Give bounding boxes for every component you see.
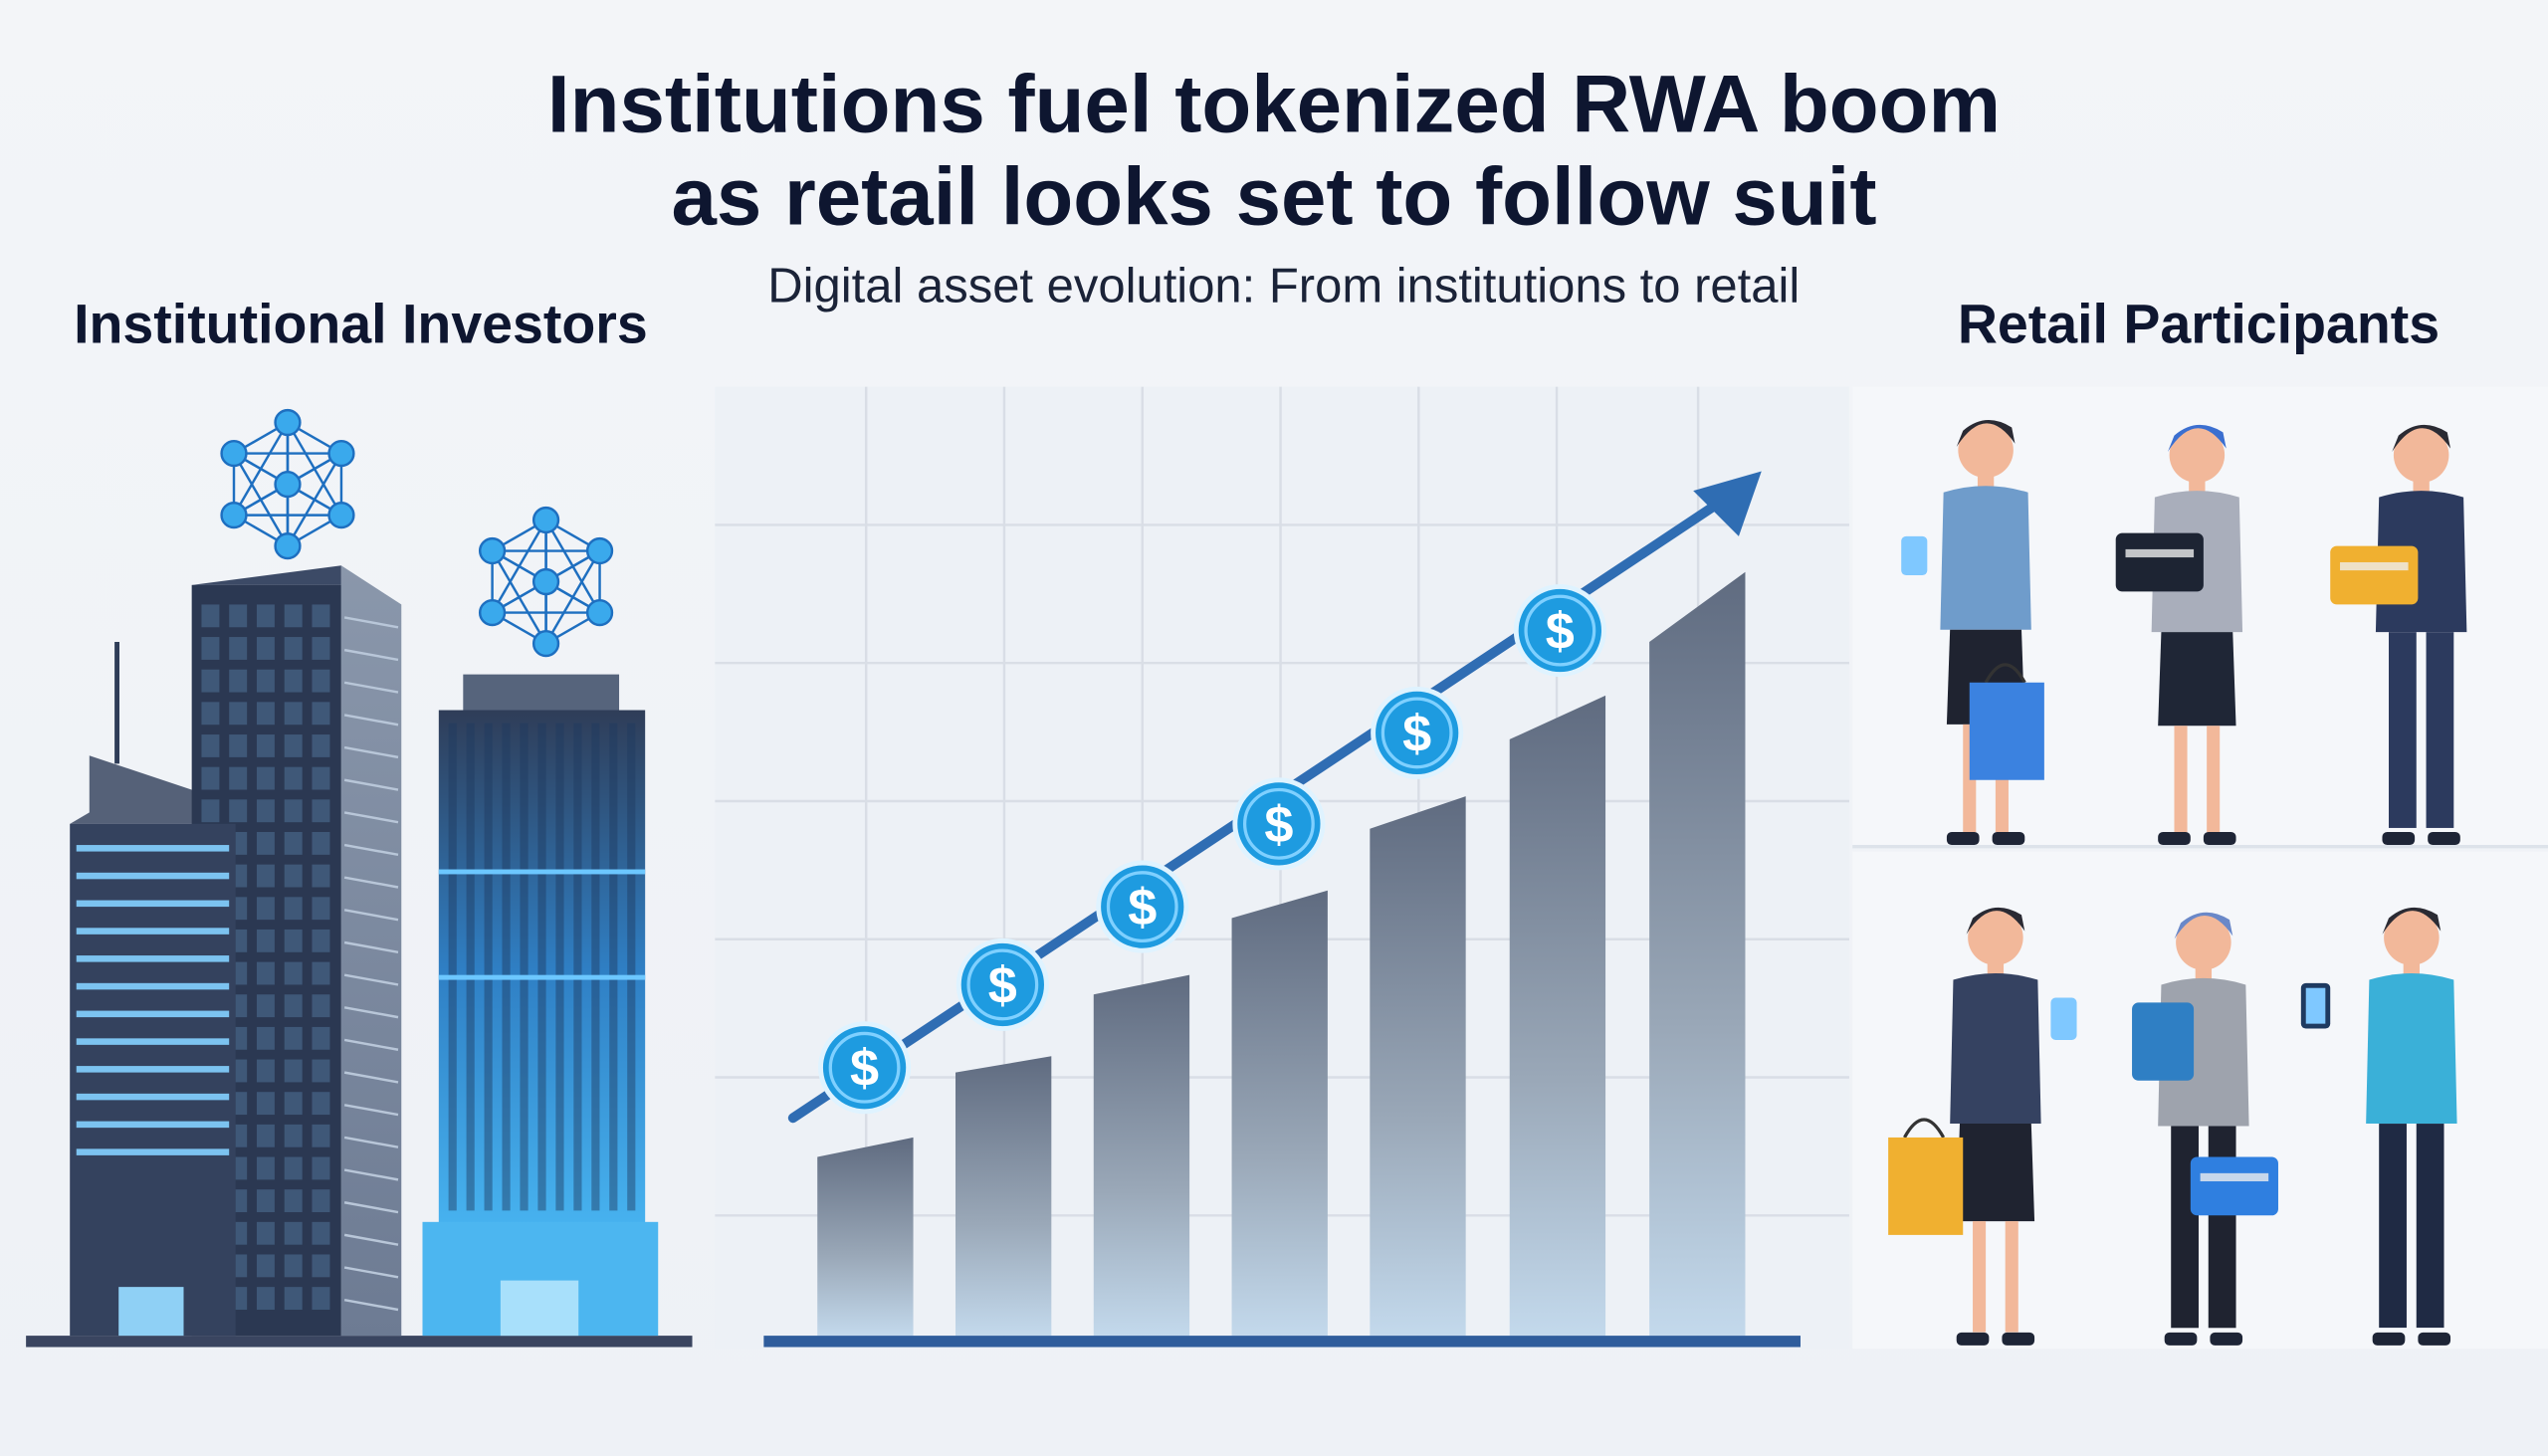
torso <box>1950 973 2041 1125</box>
coin-symbol: $ <box>850 1040 879 1098</box>
dollar-coin-icon: $ <box>1371 686 1464 779</box>
shoe <box>1956 1332 1990 1346</box>
dollar-coin-icon: $ <box>956 937 1049 1031</box>
credit-card-icon <box>2330 545 2419 605</box>
head <box>2393 427 2449 483</box>
skirt <box>2158 632 2236 727</box>
chart-baseline <box>763 1336 1801 1348</box>
chart-bar <box>1649 571 1746 1337</box>
dollar-coin-icon: $ <box>1232 777 1326 871</box>
torso <box>1940 486 2031 630</box>
hair <box>2167 424 2227 452</box>
credit-card-icon <box>2115 532 2204 592</box>
skirt <box>1956 1124 2035 1222</box>
title-line-2: as retail looks set to follow suit <box>671 151 1876 242</box>
institution-buildings <box>26 408 693 1348</box>
coins: $ $ $ $ $ $ <box>818 584 1606 1115</box>
subtitle: Digital asset evolution: From institutio… <box>767 260 1800 313</box>
shoe <box>1992 831 2025 846</box>
hair <box>2392 424 2451 452</box>
person-figure <box>1950 907 2041 1346</box>
leg <box>2426 632 2454 828</box>
coin-symbol: $ <box>1402 705 1431 762</box>
shoe <box>2428 831 2460 846</box>
shopping-bag-icon <box>1888 1118 1964 1235</box>
shoe <box>2418 1332 2451 1346</box>
coin-symbol: $ <box>988 956 1017 1014</box>
network-node-icon <box>478 506 614 658</box>
chart-bar <box>1509 695 1606 1337</box>
shoe <box>1946 831 1980 846</box>
left-heading: Institutional Investors <box>74 294 648 355</box>
leg <box>2171 1126 2199 1329</box>
tablet-icon <box>2132 1002 2195 1081</box>
shoe <box>2382 831 2416 846</box>
dollar-coin-icon: $ <box>1513 584 1606 678</box>
leg <box>2208 1126 2236 1329</box>
hair <box>2174 912 2233 939</box>
smartphone-icon <box>1901 535 1928 576</box>
chart-bar <box>1231 890 1328 1337</box>
torso <box>2366 973 2457 1125</box>
dollar-coin-icon: $ <box>1096 860 1189 953</box>
shoe <box>2203 831 2236 846</box>
building-blue <box>422 674 659 1337</box>
network-node-icon <box>220 408 355 560</box>
smartphone-icon <box>2050 997 2077 1040</box>
shoe <box>2372 1332 2406 1346</box>
shoe <box>2158 831 2191 846</box>
right-heading: Retail Participants <box>1958 294 2440 355</box>
head <box>2384 910 2440 965</box>
coin-symbol: $ <box>1128 879 1157 936</box>
title-line-1: Institutions fuel tokenized RWA boom <box>547 59 2001 149</box>
chart-bars <box>817 571 1746 1337</box>
leg <box>2389 632 2417 828</box>
leg <box>2416 1124 2444 1329</box>
hair <box>2382 907 2442 935</box>
chart-bar <box>956 1056 1052 1337</box>
chart-bar <box>1370 796 1466 1337</box>
chart-bar <box>817 1137 914 1337</box>
coin-symbol: $ <box>1264 796 1293 854</box>
retail-participants-illustration <box>1852 386 2548 1350</box>
person-figure <box>2366 907 2457 1346</box>
building-left <box>70 823 236 1337</box>
shoe <box>2002 1332 2035 1346</box>
shopping-bag-icon <box>1969 663 2044 780</box>
chart-bar <box>1093 974 1190 1337</box>
coin-symbol: $ <box>1546 603 1575 661</box>
ground-line <box>26 1336 693 1348</box>
credit-card-icon <box>2190 1156 2278 1216</box>
head <box>1968 910 2023 965</box>
head <box>1958 422 2014 479</box>
head <box>2169 427 2226 483</box>
hair <box>1966 907 2025 935</box>
hair <box>1956 420 2016 448</box>
leg <box>2379 1124 2407 1329</box>
growth-chart-illustration: $ $ $ $ $ $ <box>715 386 1849 1350</box>
smartphone-icon <box>2300 982 2331 1029</box>
head <box>2176 915 2231 970</box>
dollar-coin-icon: $ <box>818 1021 912 1115</box>
shoe <box>2210 1332 2243 1346</box>
shoe <box>2164 1332 2198 1346</box>
